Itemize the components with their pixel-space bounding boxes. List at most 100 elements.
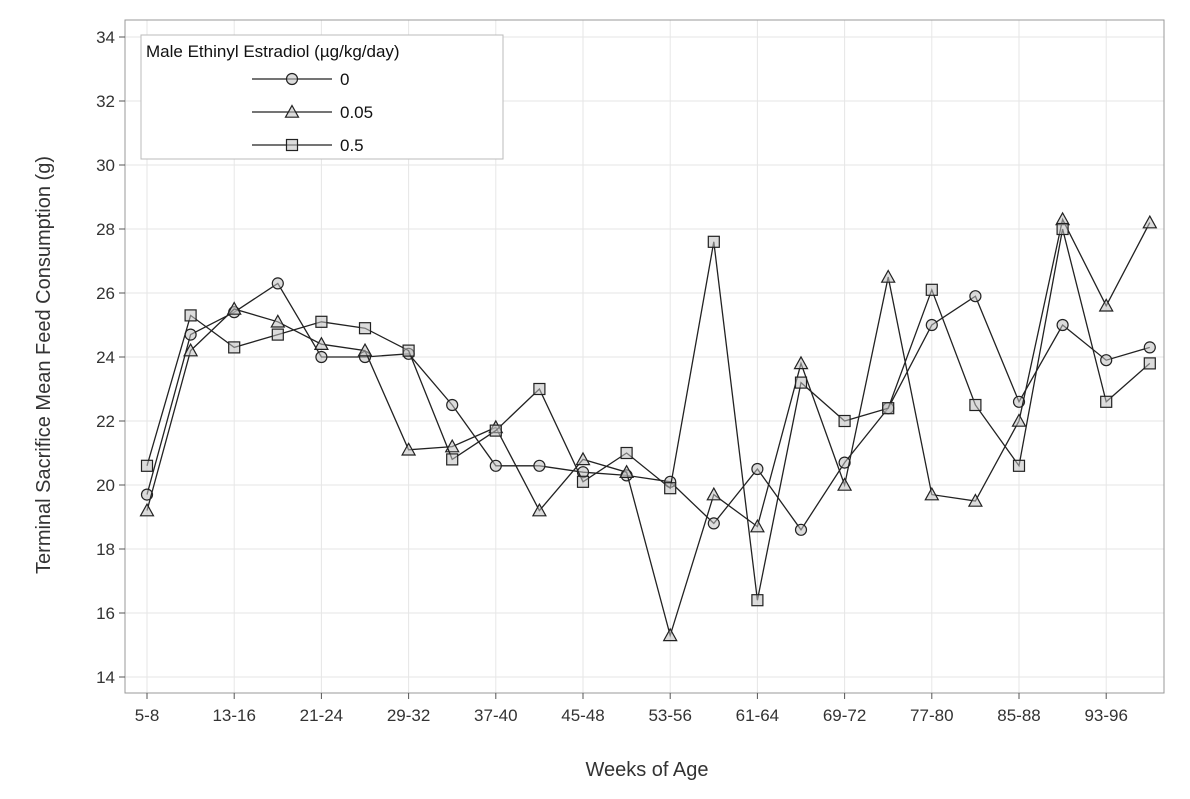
x-tick-label: 29-32 [387, 706, 430, 725]
y-tick-label: 26 [96, 284, 115, 303]
square-point [315, 315, 328, 328]
legend: Male Ethinyl Estradiol (µg/kg/day) 0 0.05… [140, 34, 504, 160]
square-point [533, 382, 546, 396]
triangle-point [1098, 298, 1114, 312]
triangle-point [967, 493, 983, 507]
legend-item: 0.5 [252, 136, 364, 155]
triangle-point [706, 486, 722, 501]
square-point [228, 341, 241, 354]
square-point [184, 309, 197, 322]
x-tick-label: 13-16 [212, 706, 255, 725]
square-point [446, 453, 459, 466]
circle-point [925, 318, 938, 332]
triangle-point [662, 627, 678, 642]
circle-point [1143, 341, 1156, 354]
legend-label: 0.5 [340, 136, 364, 155]
x-tick-label: 37-40 [474, 706, 517, 725]
y-axis-title: Terminal Sacrifice Mean Feed Consumption… [33, 156, 55, 574]
x-tick-label: 77-80 [910, 706, 953, 725]
circle-point [1012, 395, 1026, 408]
square-point [969, 398, 982, 412]
circle-point [794, 523, 808, 536]
square-point [1056, 222, 1069, 236]
series-line [146, 228, 1151, 601]
legend-item: 0 [252, 70, 349, 89]
legend-box [140, 34, 504, 160]
circle-point [489, 459, 502, 472]
circle-point [969, 290, 982, 303]
y-tick-label: 16 [96, 604, 115, 623]
triangle-point [226, 301, 242, 315]
x-tick-label: 85-88 [997, 706, 1040, 725]
y-tick-label: 34 [96, 28, 115, 47]
legend-items: 0 0.05 0.5 [252, 70, 373, 155]
circle-point [446, 398, 459, 412]
square-point [358, 322, 372, 335]
x-tick-label: 21-24 [300, 706, 343, 725]
square-point [271, 328, 284, 341]
triangle-point [1142, 214, 1158, 229]
square-point [664, 482, 677, 495]
circle-point [1100, 354, 1113, 367]
axes: 14 16 18 20 22 24 26 28 30 32 34 5-8 13-16 21-24 29-32… [96, 28, 1128, 725]
triangle-point [575, 451, 591, 466]
triangle-point [619, 464, 635, 478]
x-tick-label: 53-56 [648, 706, 691, 725]
y-tick-label: 30 [96, 156, 115, 175]
circle-point [707, 517, 720, 530]
triangle-point [183, 342, 199, 357]
legend-square-marker [285, 138, 299, 152]
legend-label: 0.05 [340, 103, 373, 122]
circle-point [1056, 318, 1069, 332]
x-tick-label: 45-48 [561, 706, 604, 725]
legend-title: Male Ethinyl Estradiol (µg/kg/day) [146, 42, 400, 61]
square-point [838, 414, 851, 428]
x-tick-label: 5-8 [135, 706, 160, 725]
y-tick-label: 22 [96, 412, 115, 431]
triangle-point [749, 518, 765, 533]
square-point [402, 344, 415, 357]
circle-point [751, 462, 764, 476]
legend-label: 0 [340, 70, 349, 89]
y-tick-label: 24 [96, 348, 115, 367]
x-tick-label: 93-96 [1084, 706, 1127, 725]
circle-point [315, 350, 328, 364]
legend-triangle-marker [284, 104, 300, 118]
square-point [1143, 357, 1156, 370]
triangle-point [531, 502, 547, 517]
square-point [751, 594, 764, 607]
square-point [1100, 395, 1113, 408]
square-point [620, 446, 633, 460]
y-tick-label: 14 [96, 668, 115, 687]
x-tick-label: 69-72 [823, 706, 866, 725]
x-axis-title: Weeks of Age [585, 759, 708, 781]
square-point [140, 459, 154, 472]
triangle-point [444, 438, 460, 453]
square-point [794, 376, 808, 389]
legend-item: 0.05 [252, 103, 373, 122]
triangle-point [357, 342, 373, 357]
circle-point [533, 459, 546, 472]
triangle-point [924, 486, 940, 501]
series-line [146, 282, 1150, 531]
circle-point [271, 277, 284, 290]
triangle-point [837, 477, 853, 491]
triangle-point [1055, 211, 1071, 226]
circle-point [838, 456, 851, 469]
triangle-point [401, 442, 417, 456]
triangle-point [1011, 413, 1027, 427]
square-point [925, 283, 938, 296]
square-point [576, 475, 590, 488]
triangle-point [880, 269, 896, 283]
square-point [489, 424, 502, 437]
series-circle [140, 277, 1156, 536]
y-tick-label: 32 [96, 92, 115, 111]
circle-point [140, 488, 154, 501]
triangle-point [313, 336, 329, 350]
series-square [140, 222, 1156, 607]
triangle-point [270, 314, 286, 328]
legend-circle-marker [285, 72, 299, 86]
x-tick-label: 61-64 [736, 706, 779, 725]
y-tick-label: 20 [96, 476, 115, 495]
